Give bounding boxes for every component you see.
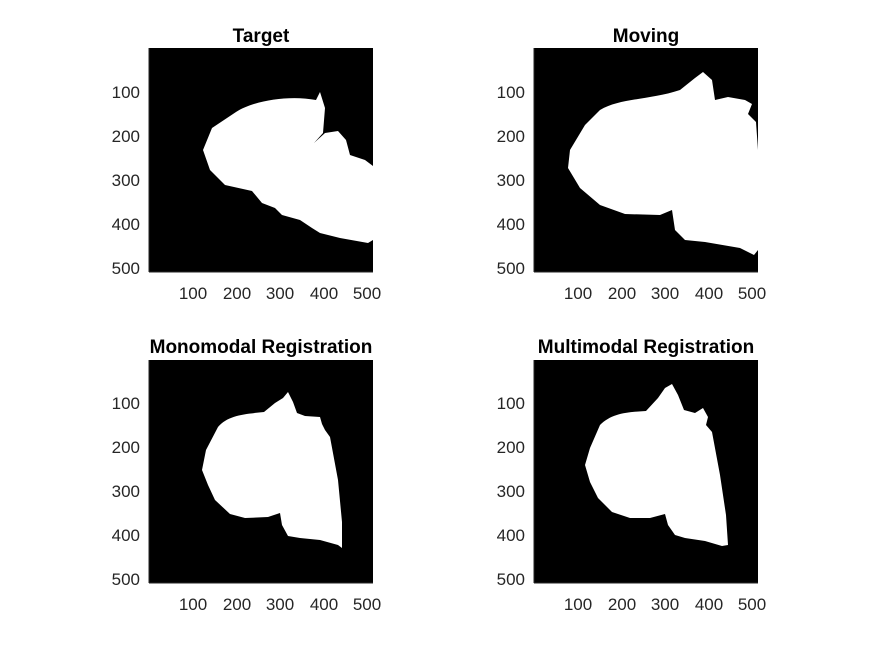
y-tick-labels: 100 200 300 400 500 [112, 394, 140, 589]
x-tick-label: 500 [353, 595, 381, 614]
panel-monomodal: Monomodal Registration 100 200 300 400 5… [112, 337, 382, 614]
y-tick-label: 500 [112, 570, 140, 589]
x-tick-label: 200 [223, 284, 251, 303]
x-tick-label: 100 [564, 284, 592, 303]
x-tick-label: 100 [564, 595, 592, 614]
y-tick-label: 300 [497, 171, 525, 190]
panel-title: Multimodal Registration [538, 337, 754, 358]
y-tick-label: 100 [497, 83, 525, 102]
y-tick-label: 100 [497, 394, 525, 413]
x-tick-label: 300 [651, 284, 679, 303]
x-tick-label: 200 [608, 284, 636, 303]
x-tick-label: 400 [310, 284, 338, 303]
x-tick-label: 400 [695, 595, 723, 614]
x-tick-label: 100 [179, 284, 207, 303]
x-tick-label: 300 [651, 595, 679, 614]
x-tick-label: 100 [179, 595, 207, 614]
x-tick-labels: 100 200 300 400 500 [564, 284, 766, 303]
y-tick-label: 200 [112, 438, 140, 457]
y-tick-label: 200 [112, 127, 140, 146]
panel-moving: Moving 100 200 300 400 500 100 200 300 4… [497, 26, 767, 303]
segmentation-mask [203, 92, 373, 243]
panel-title: Moving [613, 26, 680, 47]
y-tick-label: 100 [112, 83, 140, 102]
y-tick-label: 100 [112, 394, 140, 413]
y-tick-label: 500 [497, 259, 525, 278]
x-tick-label: 200 [608, 595, 636, 614]
panel-multimodal: Multimodal Registration 100 200 300 400 … [497, 337, 767, 614]
y-tick-labels: 100 200 300 400 500 [497, 394, 525, 589]
x-tick-label: 500 [738, 595, 766, 614]
y-tick-label: 300 [112, 171, 140, 190]
x-tick-label: 400 [695, 284, 723, 303]
y-tick-label: 500 [497, 570, 525, 589]
y-tick-label: 500 [112, 259, 140, 278]
y-tick-labels: 100 200 300 400 500 [112, 83, 140, 278]
x-tick-label: 300 [266, 284, 294, 303]
y-tick-label: 300 [112, 482, 140, 501]
x-tick-labels: 100 200 300 400 500 [179, 595, 381, 614]
y-tick-label: 300 [497, 482, 525, 501]
y-tick-label: 400 [112, 215, 140, 234]
x-tick-label: 500 [353, 284, 381, 303]
y-tick-label: 400 [497, 526, 525, 545]
x-tick-label: 500 [738, 284, 766, 303]
y-tick-label: 200 [497, 127, 525, 146]
x-tick-labels: 100 200 300 400 500 [564, 595, 766, 614]
segmentation-mask [568, 72, 758, 255]
segmentation-mask [202, 392, 342, 548]
x-tick-label: 400 [310, 595, 338, 614]
y-tick-label: 400 [497, 215, 525, 234]
y-tick-label: 200 [497, 438, 525, 457]
y-tick-label: 400 [112, 526, 140, 545]
panel-title: Monomodal Registration [150, 337, 373, 358]
x-tick-label: 200 [223, 595, 251, 614]
segmentation-mask [585, 384, 728, 546]
x-tick-labels: 100 200 300 400 500 [179, 284, 381, 303]
panel-title: Target [233, 26, 290, 47]
panel-target: Target 100 200 300 400 500 100 200 300 4… [112, 26, 382, 303]
y-tick-labels: 100 200 300 400 500 [497, 83, 525, 278]
x-tick-label: 300 [266, 595, 294, 614]
